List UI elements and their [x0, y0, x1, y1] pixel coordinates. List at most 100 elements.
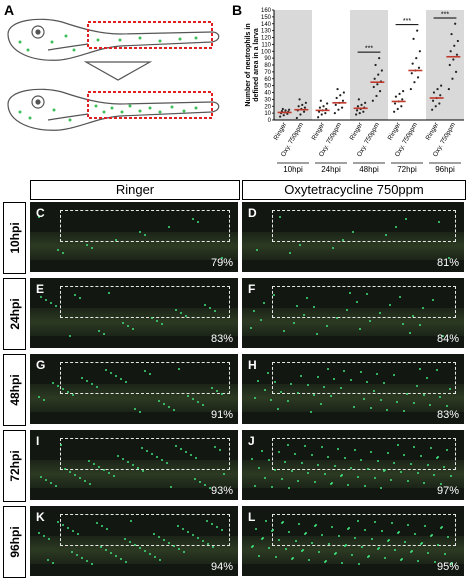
neutrophil-signal [72, 530, 74, 532]
neutrophil-signal [421, 542, 423, 544]
panel-letter: I [36, 434, 40, 448]
neutrophil-signal [216, 526, 218, 528]
group-label: Ringer [273, 121, 289, 142]
neutrophil-signal [221, 257, 223, 259]
neutrophil-signal [175, 309, 177, 311]
neutrophil-signal [261, 450, 263, 452]
neutrophil-signal [373, 390, 375, 392]
neutrophil-signal [368, 555, 370, 557]
neutrophil-signal [187, 395, 189, 397]
data-point [356, 105, 360, 108]
neutrophil-signal [257, 380, 259, 382]
neutrophil-signal [47, 559, 49, 561]
group-label: Ringer [311, 121, 327, 142]
micrograph-J: J 97% [242, 430, 464, 500]
larva-bottom [7, 88, 220, 131]
neutrophil-signal [294, 453, 296, 455]
neutrophil-signal [48, 538, 50, 540]
neutrophil-signal [437, 544, 439, 546]
data-point [398, 92, 401, 95]
neutrophil-signal [211, 523, 213, 525]
neutrophil-signal [405, 218, 407, 220]
neutrophil-signal [258, 555, 260, 557]
neutrophil-signal [419, 324, 421, 326]
neutrophil-signal [262, 537, 264, 539]
neutrophil-signal [307, 472, 309, 474]
data-point [341, 99, 345, 102]
data-point [451, 77, 454, 80]
panel-letter: F [248, 282, 256, 296]
neutrophil-signal [383, 470, 385, 472]
neutrophil-signal [254, 485, 256, 487]
data-point [333, 112, 336, 115]
neutrophil-signal [278, 451, 280, 453]
neutrophil-signal [403, 410, 405, 412]
y-tick-label: 140 [261, 22, 272, 28]
data-point [326, 102, 329, 105]
neutrophil-signal [271, 530, 273, 532]
micrograph-D: D 81% [242, 202, 464, 272]
neutrophil-signal [115, 375, 117, 377]
data-point [375, 94, 378, 98]
neutrophil-signal [411, 550, 413, 552]
time-label: 24hpi [321, 165, 341, 174]
neutrophil-signal [197, 221, 199, 223]
data-point [374, 63, 377, 67]
data-point [376, 83, 379, 86]
panel-letter: J [248, 434, 255, 448]
neutrophil-signal [367, 468, 369, 470]
micrograph-K: K 94% [30, 506, 238, 576]
data-point [334, 103, 337, 106]
neutrophil-chart: 0102030405060708090100110120130140150160… [245, 8, 464, 174]
neutrophil-signal [300, 375, 302, 377]
data-point [447, 87, 450, 91]
neutrophil-signal [285, 548, 287, 550]
neutrophil-signal [328, 543, 330, 545]
data-point [337, 108, 340, 111]
data-point [298, 98, 301, 101]
neutrophil-signal [274, 381, 276, 383]
neutrophil-signal [396, 401, 398, 403]
neutrophil-signal [386, 409, 388, 411]
neutrophil-signal [349, 292, 351, 294]
neutrophil-signal [270, 399, 272, 401]
neutrophil-signal [72, 394, 74, 396]
neutrophil-signal [448, 257, 450, 259]
larva-tissue [30, 460, 238, 488]
neutrophil-signal [332, 247, 334, 249]
data-point [342, 91, 345, 94]
timepoint-band [350, 10, 388, 120]
neutrophil-signal [350, 379, 352, 381]
time-label: 10hpi [283, 165, 303, 174]
neutrophil-signal [401, 558, 403, 560]
neutrophil-signal [175, 445, 177, 447]
neutrophil-signal [132, 464, 134, 466]
data-point [325, 107, 328, 111]
data-point [378, 90, 382, 93]
neutrophil-signal [438, 221, 440, 223]
neutrophil-signal [43, 399, 45, 401]
neutrophil-signal [427, 464, 429, 466]
neutrophil-signal [297, 392, 299, 394]
neutrophil-signal [397, 444, 399, 446]
neutrophil-signal [288, 531, 290, 533]
neutrophil-signal [168, 226, 170, 228]
neutrophil-signal [74, 474, 76, 476]
neutrophil-signal [52, 382, 54, 384]
neutrophil-signal [67, 391, 69, 393]
percentage-label: 97% [436, 485, 459, 497]
neutrophil-signal [331, 526, 333, 528]
time-label: 48hpi [359, 165, 379, 174]
neutrophil-signal [406, 393, 408, 395]
neutrophil-signal [335, 552, 337, 554]
neutrophil-signal [261, 538, 263, 540]
neutrophil-signal [354, 449, 356, 451]
data-point [284, 109, 287, 112]
funnel-triangle [83, 61, 153, 81]
data-point [302, 110, 306, 113]
larva-tissue [30, 232, 238, 260]
neutrophil-signal [93, 463, 95, 465]
neutrophil-signal [264, 477, 266, 479]
neutrophil-signal [204, 484, 206, 486]
neutrophil-signal [387, 452, 389, 454]
